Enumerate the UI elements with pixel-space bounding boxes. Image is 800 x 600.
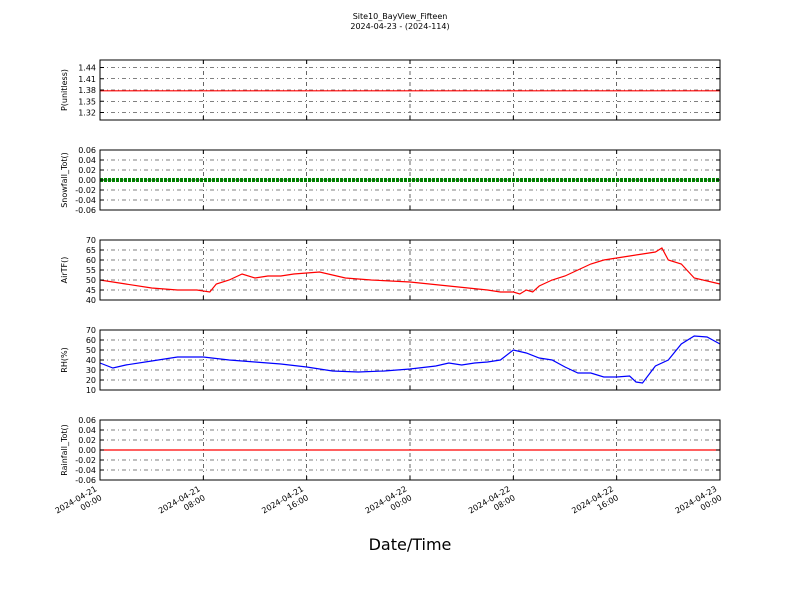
x-tick-label: 2024-04-2300:00 <box>674 484 724 524</box>
x-tick-label: 2024-04-2116:00 <box>260 484 310 524</box>
y-tick-label: -0.04 <box>75 196 96 205</box>
y-tick-label: 0.04 <box>78 156 96 165</box>
y-tick-label: -0.02 <box>75 456 96 465</box>
y-tick-label: 0.00 <box>78 446 96 455</box>
y-tick-label: 55 <box>86 266 96 275</box>
x-axis-label: Date/Time <box>369 535 452 554</box>
x-tick-label: 2024-04-2200:00 <box>364 484 414 524</box>
y-tick-label: 1.32 <box>78 109 96 118</box>
y-tick-label: 0.04 <box>78 426 96 435</box>
y-tick-label: 0.02 <box>78 166 96 175</box>
x-tick-labels: 2024-04-2100:00 2024-04-2108:00 2024-04-21… <box>54 484 724 524</box>
x-tick-label: 2024-04-2100:00 <box>54 484 104 524</box>
y-tick-label: -0.04 <box>75 466 96 475</box>
y-tick-label: 20 <box>86 376 96 385</box>
panels: 1.321.351.381.411.44P(unitless)-0.06-0.0… <box>60 59 721 485</box>
y-tick-label: 60 <box>86 336 96 345</box>
x-tick-label: 2024-04-2208:00 <box>467 484 517 524</box>
y-tick-label: 0.06 <box>78 416 96 425</box>
y-tick-label: 10 <box>86 386 96 395</box>
y-axis-label: P(unitless) <box>60 69 69 111</box>
y-tick-label: -0.06 <box>75 206 96 215</box>
y-tick-label: -0.02 <box>75 186 96 195</box>
y-tick-label: 1.38 <box>78 86 96 95</box>
y-axis-label: RH(%) <box>60 347 69 372</box>
y-tick-label: 0.02 <box>78 436 96 445</box>
x-tick-label: 2024-04-2216:00 <box>570 484 620 524</box>
y-tick-label: 1.35 <box>78 97 96 106</box>
y-axis-label: Rainfall_Tot() <box>60 424 69 476</box>
y-tick-label: 65 <box>86 246 96 255</box>
figure-title-line2: 2024-04-23 - (2024-114) <box>350 22 449 31</box>
y-tick-label: 45 <box>86 286 96 295</box>
y-axis-label: AirTF() <box>60 257 69 284</box>
series-line <box>99 247 721 295</box>
y-tick-label: 1.41 <box>78 75 96 84</box>
y-tick-label: 0.00 <box>78 176 96 185</box>
figure-title-line1: Site10_BayView_Fifteen <box>353 12 448 21</box>
y-tick-label: 60 <box>86 256 96 265</box>
panel-1: 1.32 1.35 1.38 1.41 1.44 P(unitless) <box>60 59 721 121</box>
y-tick-label: 50 <box>86 276 96 285</box>
y-tick-label: 70 <box>86 326 96 335</box>
y-axis-label: Snowfall_Tot() <box>60 152 69 208</box>
panel-2: -0.06-0.04-0.020.000.020.040.06 Snowfall_… <box>60 146 721 215</box>
x-tick-label: 2024-04-2108:00 <box>157 484 207 524</box>
y-tick-label: 40 <box>86 296 96 305</box>
y-tick-label: 70 <box>86 236 96 245</box>
y-tick-label: 0.06 <box>78 146 96 155</box>
y-tick-label: 50 <box>86 346 96 355</box>
y-tick-label: 1.44 <box>78 64 96 73</box>
y-tick-label: 40 <box>86 356 96 365</box>
series-line <box>99 335 721 384</box>
y-tick-label: -0.06 <box>75 476 96 485</box>
y-tick-label: 30 <box>86 366 96 375</box>
panel-5: -0.06-0.04-0.020.000.020.040.06 Rainfall_… <box>60 416 721 485</box>
